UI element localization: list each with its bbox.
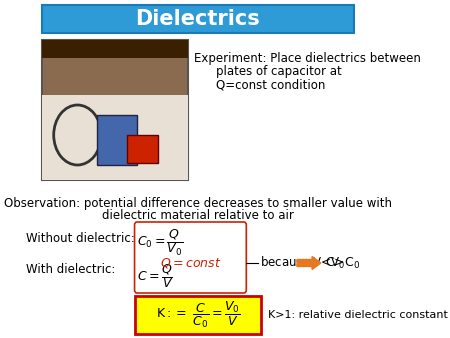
FancyBboxPatch shape [97,115,137,165]
Text: plates of capacitor at: plates of capacitor at [216,65,342,78]
Text: $Q = const$: $Q = const$ [160,256,221,270]
Text: Dielectrics: Dielectrics [135,9,261,29]
FancyArrow shape [297,257,321,269]
Text: dielectric material relative to air: dielectric material relative to air [102,209,294,222]
Text: C>C$_0$: C>C$_0$ [325,256,360,270]
FancyBboxPatch shape [127,135,158,163]
Text: Observation: potential difference decreases to smaller value with: Observation: potential difference decrea… [4,197,392,210]
Text: $\mathrm{K:=}\ \dfrac{C}{C_0} = \dfrac{V_0}{V}$: $\mathrm{K:=}\ \dfrac{C}{C_0} = \dfrac{V… [156,300,241,330]
Text: Q=const condition: Q=const condition [216,78,325,91]
Text: K>1: relative dielectric constant: K>1: relative dielectric constant [268,310,448,320]
Text: $C = \dfrac{Q}{V}$: $C = \dfrac{Q}{V}$ [137,262,173,290]
FancyBboxPatch shape [135,296,261,334]
FancyBboxPatch shape [42,95,189,180]
Text: Experiment: Place dielectrics between: Experiment: Place dielectrics between [194,52,421,65]
FancyBboxPatch shape [42,40,189,180]
FancyBboxPatch shape [42,40,189,58]
Text: With dielectric:: With dielectric: [26,263,115,276]
Text: Without dielectric:: Without dielectric: [26,232,135,245]
FancyBboxPatch shape [42,5,354,33]
Text: because V<V$_0$: because V<V$_0$ [260,255,345,271]
Text: $C_0 = \dfrac{Q}{V_0}$: $C_0 = \dfrac{Q}{V_0}$ [137,228,184,258]
